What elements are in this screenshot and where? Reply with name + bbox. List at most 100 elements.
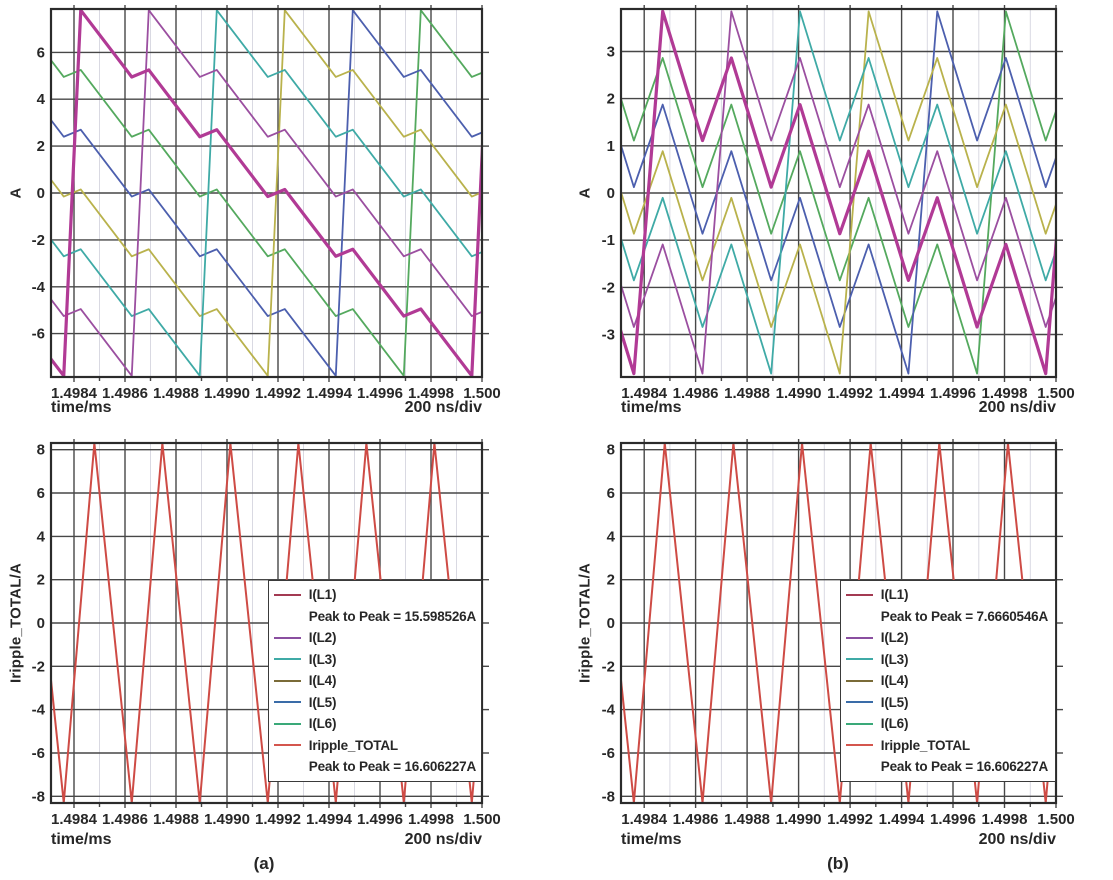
legend-label: Peak to Peak = 15.598526A bbox=[308, 608, 477, 624]
svg-text:1.4986: 1.4986 bbox=[673, 811, 719, 828]
svg-text:1.500: 1.500 bbox=[463, 385, 501, 402]
svg-text:1.4984: 1.4984 bbox=[51, 385, 98, 402]
plot-a-phase-currents: 1.4984 1.4986 1.4988 1.4990 1.4992 1.4994 1.49… bbox=[32, 5, 501, 402]
legend-swatch bbox=[273, 593, 301, 596]
x-axis-unit-a-ripple: time/ms bbox=[51, 831, 112, 848]
y-axis-label-a-ripple: Iripple_TOTAL/A bbox=[7, 563, 25, 683]
waveforms bbox=[51, 9, 482, 377]
svg-text:-4: -4 bbox=[32, 279, 46, 296]
legend-item: I(L1) bbox=[273, 584, 476, 605]
legend-swatch bbox=[845, 636, 873, 639]
svg-text:1.4996: 1.4996 bbox=[930, 811, 976, 828]
y-tick-labels: -3 -2 -1 0 1 2 3 bbox=[602, 44, 615, 344]
legend-item: I(L5) bbox=[845, 692, 1050, 713]
legend-label: I(L6) bbox=[308, 716, 337, 732]
legend-label: I(L1) bbox=[880, 587, 909, 603]
svg-text:1.4992: 1.4992 bbox=[255, 385, 301, 402]
series-I(L5) bbox=[51, 9, 482, 377]
y-axis-label-b-ripple: Iripple_TOTAL/A bbox=[576, 563, 594, 683]
x-tick-labels: 1.4984 1.4986 1.4988 1.4990 1.4992 1.4994 1.49… bbox=[621, 385, 1075, 402]
svg-text:0: 0 bbox=[37, 615, 45, 632]
legend-label: I(L1) bbox=[308, 587, 337, 603]
caption-b: (b) bbox=[827, 854, 849, 873]
legend-item: I(L4) bbox=[845, 670, 1050, 691]
svg-text:1.500: 1.500 bbox=[463, 811, 501, 828]
svg-text:2: 2 bbox=[37, 138, 45, 155]
legend-label: Peak to Peak = 16.606227A bbox=[880, 759, 1049, 775]
svg-text:1.4996: 1.4996 bbox=[357, 385, 403, 402]
legend-swatch bbox=[845, 658, 873, 661]
legend-label: I(L4) bbox=[880, 673, 909, 689]
legend-item: Peak to Peak = 15.598526A bbox=[274, 606, 476, 627]
svg-text:1: 1 bbox=[607, 138, 615, 155]
legend-swatch bbox=[273, 658, 301, 661]
x-axis-scale-a-ripple: 200 ns/div bbox=[404, 831, 482, 848]
legend-item: I(L4) bbox=[273, 670, 476, 691]
legend-swatch bbox=[845, 593, 873, 596]
series-I(L2) bbox=[51, 9, 482, 377]
series-I(L4) bbox=[51, 9, 482, 377]
svg-text:1.4986: 1.4986 bbox=[102, 385, 148, 402]
svg-text:1.4992: 1.4992 bbox=[827, 385, 873, 402]
svg-text:-8: -8 bbox=[32, 788, 45, 805]
legend-label: Peak to Peak = 16.606227A bbox=[308, 759, 477, 775]
legend-swatch bbox=[845, 744, 873, 747]
legend-item: I(L6) bbox=[845, 713, 1050, 734]
svg-text:1.4990: 1.4990 bbox=[204, 385, 250, 402]
legend-item: I(L3) bbox=[845, 649, 1050, 670]
svg-text:-3: -3 bbox=[602, 327, 615, 344]
legend-label: I(L3) bbox=[880, 651, 909, 667]
svg-text:1.4990: 1.4990 bbox=[204, 811, 250, 828]
svg-text:-2: -2 bbox=[602, 658, 615, 675]
legend-swatch bbox=[273, 679, 301, 682]
svg-text:8: 8 bbox=[607, 442, 615, 459]
legend: I(L1) Peak to Peak = 7.6660546A I(L2) I(L3)… bbox=[839, 579, 1056, 782]
svg-text:2: 2 bbox=[607, 91, 615, 108]
svg-text:6: 6 bbox=[37, 44, 45, 61]
svg-text:-2: -2 bbox=[32, 232, 45, 249]
svg-text:-2: -2 bbox=[32, 658, 45, 675]
x-axis-scale-b-ripple: 200 ns/div bbox=[978, 831, 1056, 848]
y-axis-label-b-phases: A bbox=[576, 187, 594, 199]
svg-text:1.4988: 1.4988 bbox=[153, 385, 199, 402]
svg-text:6: 6 bbox=[37, 485, 45, 502]
legend-label: I(L5) bbox=[880, 694, 909, 710]
svg-text:0: 0 bbox=[607, 615, 615, 632]
svg-text:4: 4 bbox=[607, 528, 616, 545]
svg-text:-2: -2 bbox=[602, 279, 615, 296]
series-I(L3) bbox=[621, 10, 1056, 375]
legend-item: I(L3) bbox=[273, 649, 476, 670]
svg-text:-1: -1 bbox=[602, 232, 615, 249]
legend-item: I(L2) bbox=[845, 627, 1050, 648]
legend-label: I(L6) bbox=[880, 716, 909, 732]
legend-item: I(L5) bbox=[273, 692, 476, 713]
svg-text:-4: -4 bbox=[602, 702, 616, 719]
plot-frame bbox=[49, 7, 484, 379]
plot-b-phase-currents: 1.4984 1.4986 1.4988 1.4990 1.4992 1.4994 1.49… bbox=[602, 5, 1075, 402]
series-I(L1) bbox=[51, 9, 482, 377]
y-tick-labels: -8 -6 -4 -2 0 2 4 6 8 bbox=[32, 442, 46, 806]
svg-text:1.4988: 1.4988 bbox=[724, 811, 770, 828]
x-axis-scale-b-phases: 200 ns/div bbox=[978, 399, 1056, 416]
svg-text:1.4988: 1.4988 bbox=[724, 385, 770, 402]
y-tick-labels: -8 -6 -4 -2 0 2 4 6 8 bbox=[602, 442, 616, 806]
plot-frame bbox=[619, 441, 1058, 805]
series-I(L2) bbox=[621, 10, 1056, 375]
svg-text:1.4998: 1.4998 bbox=[408, 811, 454, 828]
svg-text:1.4994: 1.4994 bbox=[879, 811, 926, 828]
legend-item: I(L2) bbox=[273, 627, 476, 648]
svg-text:-6: -6 bbox=[602, 745, 615, 762]
legend-item: Peak to Peak = 16.606227A bbox=[274, 756, 476, 777]
svg-text:1.4984: 1.4984 bbox=[51, 811, 98, 828]
legend: I(L1) Peak to Peak = 15.598526A I(L2) I(L3)… bbox=[267, 579, 482, 782]
svg-text:-6: -6 bbox=[32, 326, 45, 343]
svg-text:1.500: 1.500 bbox=[1037, 811, 1075, 828]
svg-text:1.4998: 1.4998 bbox=[408, 385, 454, 402]
x-axis-unit-b-phases: time/ms bbox=[621, 399, 682, 416]
legend-label: I(L2) bbox=[308, 630, 337, 646]
legend-swatch bbox=[845, 722, 873, 725]
series-I(L1) bbox=[621, 9, 1056, 376]
svg-text:1.4998: 1.4998 bbox=[982, 811, 1028, 828]
x-axis-unit-b-ripple: time/ms bbox=[621, 831, 682, 848]
legend-label: Iripple_TOTAL bbox=[880, 737, 970, 753]
